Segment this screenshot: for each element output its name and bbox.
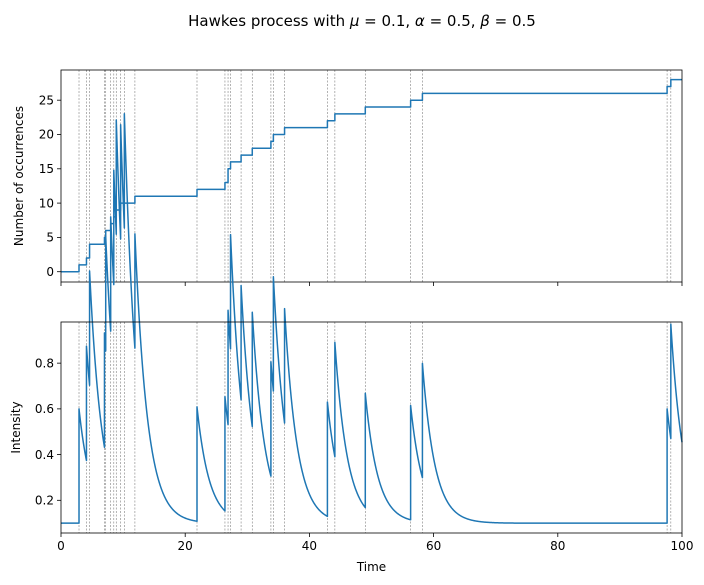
y-axis-label: Number of occurrences bbox=[12, 106, 26, 246]
chart-title: Hawkes process with μ = 0.1, α = 0.5, β … bbox=[188, 12, 536, 30]
axes-frame bbox=[60, 69, 683, 283]
intensity-line bbox=[60, 112, 683, 524]
y-tick-label: 0.6 bbox=[35, 402, 54, 416]
x-axis-label: Time bbox=[356, 560, 386, 574]
top-panel-counting-process: 0 5 10 15 20 25 Number of occurrences bbox=[12, 69, 683, 286]
x-tick-label: 20 bbox=[178, 539, 193, 553]
counting-process-line bbox=[61, 78, 682, 273]
x-tick-label: 40 bbox=[302, 539, 317, 553]
y-tick-label: 0.4 bbox=[35, 448, 54, 462]
y-tick-label: 5 bbox=[46, 231, 54, 245]
y-tick-label: 0.8 bbox=[35, 356, 54, 370]
x-tick-label: 80 bbox=[550, 539, 565, 553]
y-tick-label: 0 bbox=[46, 265, 54, 279]
y-axis-label: Intensity bbox=[9, 401, 23, 453]
y-tick-label: 0.2 bbox=[35, 494, 54, 508]
y-tick-label: 25 bbox=[39, 93, 54, 107]
y-tick-label: 20 bbox=[39, 128, 54, 142]
y-tick-label: 15 bbox=[39, 162, 54, 176]
x-tick-label: 0 bbox=[57, 539, 65, 553]
x-tick-label: 60 bbox=[426, 539, 441, 553]
axes-frame bbox=[60, 321, 683, 534]
x-tick-label: 100 bbox=[671, 539, 694, 553]
y-tick-label: 10 bbox=[39, 196, 54, 210]
